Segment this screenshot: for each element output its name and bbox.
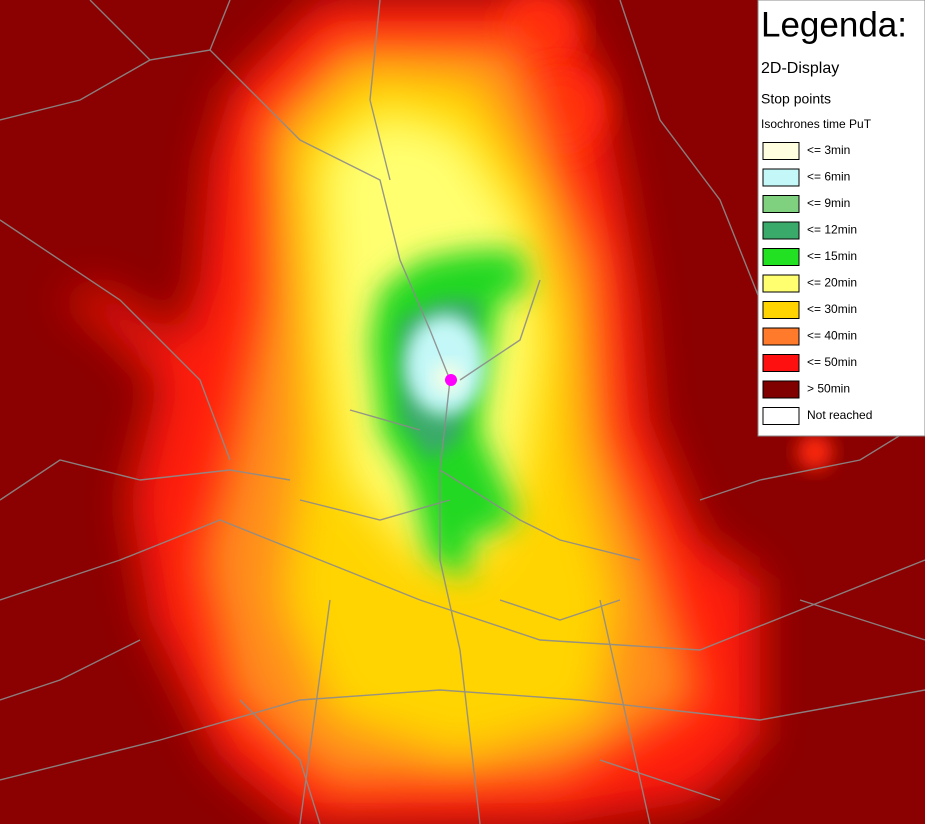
legend-swatch (762, 301, 800, 319)
legend-stop-points: Stop points (761, 91, 831, 107)
legend-swatch (762, 195, 800, 213)
legend-label: > 50min (807, 382, 850, 396)
legend-swatch (762, 168, 800, 187)
legend-label: <= 3min (807, 143, 850, 157)
legend-label: <= 15min (807, 249, 857, 263)
legend-swatch (762, 327, 800, 346)
legend-label: <= 20min (807, 276, 857, 290)
legend-swatch (762, 142, 800, 160)
origin-stop (445, 374, 457, 386)
legend-label: <= 12min (807, 223, 857, 237)
legend-subtitle: Isochrones time PuT (761, 117, 872, 131)
legend-title: Legenda: (761, 5, 907, 44)
legend-swatch (762, 248, 800, 266)
legend-label: <= 6min (807, 170, 850, 184)
legend-swatch (762, 221, 800, 240)
legend-swatch (762, 407, 800, 425)
legend-display: 2D-Display (761, 60, 839, 77)
legend-label: <= 40min (807, 329, 857, 343)
legend-swatch (762, 274, 800, 293)
legend-label: <= 9min (807, 196, 850, 210)
legend-label: <= 30min (807, 302, 857, 316)
legend-panel: Legenda: 2D-Display Stop points Isochron… (757, 0, 925, 437)
legend-swatch (762, 354, 800, 372)
legend-label: Not reached (807, 408, 872, 422)
legend-label: <= 50min (807, 355, 857, 369)
isochrone-layers (60, 0, 833, 824)
legend-swatch (762, 380, 800, 399)
